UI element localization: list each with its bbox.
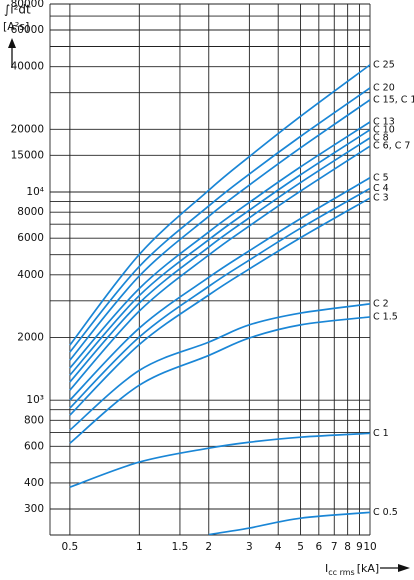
series-label: C 3 bbox=[373, 193, 389, 204]
series-label: C 4 bbox=[373, 183, 389, 194]
series-label: C 0.5 bbox=[373, 507, 398, 518]
curve bbox=[69, 432, 370, 488]
series-label: C 10 bbox=[373, 124, 395, 135]
curve bbox=[69, 303, 370, 431]
curve bbox=[69, 177, 370, 401]
y-tick-label: 15000 bbox=[11, 149, 44, 161]
series-label: C 1 bbox=[373, 428, 389, 439]
x-tick-label: 4 bbox=[275, 541, 282, 553]
x-tick-label: 5 bbox=[297, 541, 304, 553]
curve bbox=[208, 511, 370, 535]
y-tick-label: 10³ bbox=[26, 394, 44, 406]
x-tick-label: 1 bbox=[136, 541, 143, 553]
series-label: C 1.5 bbox=[373, 311, 398, 322]
y-tick-label: 40000 bbox=[11, 61, 44, 73]
curve bbox=[69, 87, 370, 353]
curve bbox=[69, 145, 370, 391]
x-tick-label: 10 bbox=[363, 541, 376, 553]
y-axis-label: ∫i²dt bbox=[4, 3, 31, 17]
curve bbox=[69, 316, 370, 444]
x-label-main: I bbox=[325, 562, 328, 575]
x-tick-label: 9 bbox=[356, 541, 363, 553]
series-label: C 20 bbox=[373, 82, 395, 93]
y-tick-label: 2000 bbox=[17, 331, 44, 343]
x-tick-label: 1.5 bbox=[172, 541, 189, 553]
y-tick-label: 20000 bbox=[11, 123, 44, 135]
y-tick-label: 6000 bbox=[17, 232, 44, 244]
x-axis-label: Icc rms [kA] bbox=[325, 562, 379, 577]
x-arrow-head bbox=[398, 564, 410, 572]
series-label: C 6, C 7 bbox=[373, 141, 410, 152]
y-tick-label: 400 bbox=[24, 477, 44, 489]
x-tick-label: 0.5 bbox=[62, 541, 79, 553]
x-tick-label: 2 bbox=[205, 541, 212, 553]
series-label: C 5 bbox=[373, 172, 389, 183]
curve bbox=[69, 137, 370, 383]
y-tick-label: 800 bbox=[24, 414, 44, 426]
curve bbox=[69, 129, 370, 376]
y-tick-label: 4000 bbox=[17, 269, 44, 281]
x-tick-label: 7 bbox=[331, 541, 338, 553]
series-label: C 8 bbox=[373, 132, 389, 143]
y-tick-label: 600 bbox=[24, 440, 44, 452]
x-tick-label: 6 bbox=[315, 541, 322, 553]
y-tick-label: 80000 bbox=[11, 0, 44, 10]
y-axis-unit: [A²s] bbox=[3, 20, 29, 33]
curves bbox=[69, 64, 370, 535]
x-tick-label: 8 bbox=[344, 541, 351, 553]
curve bbox=[69, 197, 370, 416]
y-tick-label: 60000 bbox=[11, 24, 44, 36]
series-label: C 15, C 16 bbox=[373, 94, 414, 105]
x-label-unit: [kA] bbox=[357, 562, 379, 575]
curve bbox=[69, 121, 370, 369]
curve bbox=[69, 187, 370, 409]
y-tick-label: 300 bbox=[24, 503, 44, 515]
series-label: C 13 bbox=[373, 116, 395, 127]
x-label-sub: cc rms bbox=[328, 568, 354, 577]
series-label: C 25 bbox=[373, 59, 395, 70]
y-tick-label: 8000 bbox=[17, 206, 44, 218]
y-arrow-head bbox=[8, 38, 16, 48]
curve bbox=[69, 99, 370, 361]
x-tick-label: 3 bbox=[246, 541, 253, 553]
curve bbox=[69, 64, 370, 346]
y-tick-label: 10⁴ bbox=[26, 186, 44, 198]
series-label: C 2 bbox=[373, 298, 389, 309]
